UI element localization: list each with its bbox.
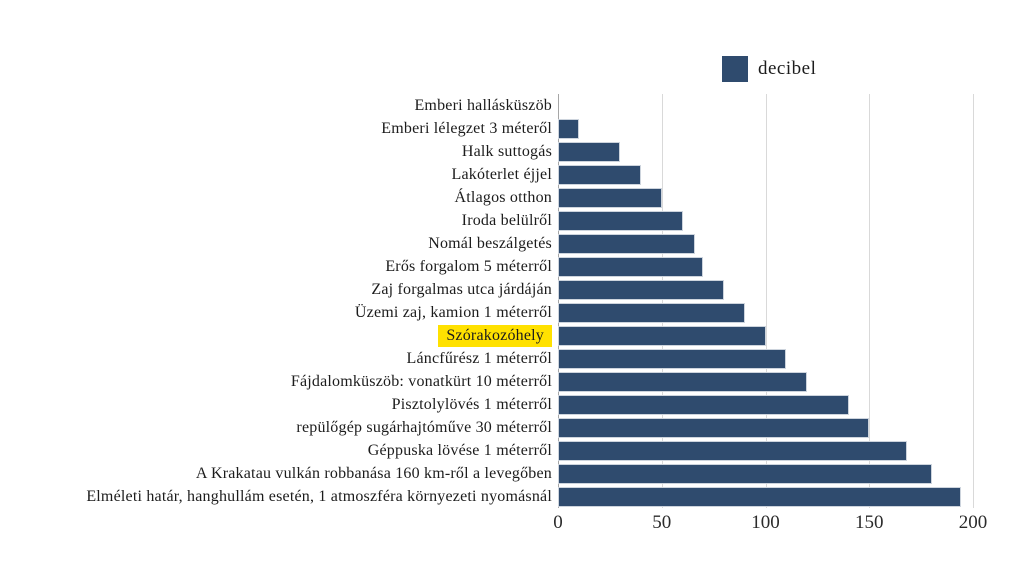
bar xyxy=(558,279,724,300)
x-tick-label: 100 xyxy=(751,512,780,533)
bar xyxy=(558,486,961,507)
category-label: Emberi hallásküszöb xyxy=(414,97,552,114)
category-label: Nomál beszálgetés xyxy=(428,235,552,252)
bar xyxy=(558,210,683,231)
category-label: Erős forgalom 5 méterről xyxy=(385,258,552,275)
category-label: Lakóterlet éjjel xyxy=(451,166,552,183)
category-label: Üzemi zaj, kamion 1 méterről xyxy=(354,304,552,321)
bar xyxy=(558,417,870,438)
bar xyxy=(558,302,745,323)
bar xyxy=(558,371,807,392)
category-label: Fájdalomküszöb: vonatkürt 10 méterről xyxy=(290,373,552,390)
bar xyxy=(558,118,579,139)
gridline xyxy=(973,94,974,508)
category-label: Láncfűrész 1 méterről xyxy=(406,350,552,367)
category-label: A Krakatau vulkán robbanása 160 km-ről a… xyxy=(195,465,552,482)
bar xyxy=(558,348,787,369)
category-label: repülőgép sugárhajtóműve 30 méterről xyxy=(296,419,552,436)
bar xyxy=(558,440,907,461)
x-tick-label: 50 xyxy=(652,512,672,533)
highlighted-category-label: Szórakozóhely xyxy=(438,325,552,347)
gridline xyxy=(869,94,871,508)
x-tick-label: 0 xyxy=(553,512,563,533)
category-label: Emberi lélegzet 3 méteről xyxy=(381,120,552,137)
category-label: Átlagos otthon xyxy=(454,189,552,206)
gridline xyxy=(661,94,663,508)
gridline xyxy=(765,94,767,508)
category-label: Szórakozóhely xyxy=(0,324,552,347)
bar xyxy=(558,463,932,484)
bar xyxy=(558,325,766,346)
legend-label: decibel xyxy=(758,58,817,79)
bar xyxy=(558,394,849,415)
bar xyxy=(558,256,704,277)
x-tick-label: 200 xyxy=(958,512,988,533)
category-label: Iroda belülről xyxy=(461,212,552,229)
category-label: Géppuska lövése 1 méterről xyxy=(367,442,552,459)
category-label: Zaj forgalmas utca járdáján xyxy=(371,281,552,298)
category-label: Halk suttogás xyxy=(461,143,552,160)
legend: decibel xyxy=(722,56,816,82)
bar xyxy=(558,233,695,254)
x-tick-label: 150 xyxy=(855,512,884,533)
y-axis-line xyxy=(558,94,559,508)
category-label: Elméleti határ, hanghullám esetén, 1 atm… xyxy=(86,488,552,505)
bar xyxy=(558,164,641,185)
bar xyxy=(558,187,662,208)
legend-swatch-icon xyxy=(722,56,748,82)
bar xyxy=(558,141,621,162)
category-label: Pisztolylövés 1 méterről xyxy=(391,396,552,413)
